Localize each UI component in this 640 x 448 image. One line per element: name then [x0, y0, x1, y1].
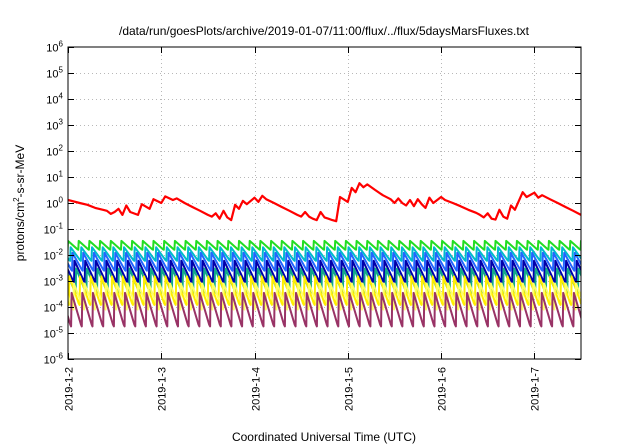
series-line-5: [68, 259, 581, 284]
y-tick-label: 101: [46, 170, 63, 185]
series-line-4: [68, 251, 581, 272]
y-tick-label-exponent: 2: [59, 144, 64, 153]
chart-title: /data/run/goesPlots/archive/2019-01-07/1…: [119, 24, 530, 38]
y-axis-label-sup: 2: [12, 197, 21, 202]
y-axis-label-rest: -s-sr-MeV: [13, 145, 27, 198]
y-axis-label: protons/cm2-s-sr-MeV: [12, 145, 27, 261]
y-tick-label-base: 10: [46, 95, 58, 107]
y-tick-label-base: 10: [46, 173, 58, 185]
y-tick-label-exponent: 6: [59, 40, 64, 49]
y-tick-label-base: 10: [44, 355, 56, 367]
x-axis: 2019-1-2 2019-1-3 2019-1-4 2019-1-5 2019-1-6…: [64, 47, 542, 411]
y-tick-label-exponent: 0: [59, 196, 64, 205]
y-tick-label: 10-4: [44, 300, 64, 315]
y-tick-label: 100: [46, 196, 63, 211]
y-tick-label-base: 10: [46, 199, 58, 211]
y-tick-label-exponent: -3: [56, 274, 64, 283]
x-tick-label: 2019-1-4: [251, 367, 263, 411]
y-tick-label: 10-1: [44, 222, 64, 237]
y-tick-label-base: 10: [46, 147, 58, 159]
x-tick-label: 2019-1-5: [344, 367, 356, 411]
y-tick-label-exponent: 1: [59, 170, 64, 179]
y-tick-label: 102: [46, 144, 63, 159]
series-line-1: [68, 182, 581, 223]
y-tick-label-base: 10: [46, 69, 58, 81]
series-line-9: [68, 291, 581, 328]
y-tick-label-base: 10: [44, 225, 56, 237]
y-tick-label: 106: [46, 40, 63, 55]
x-tick-label: 2019-1-3: [157, 367, 169, 411]
y-tick-label-base: 10: [44, 303, 56, 315]
y-tick-label-exponent: -2: [56, 248, 64, 257]
y-tick-label-base: 10: [44, 277, 56, 289]
series-line-7: [68, 275, 581, 306]
x-axis-label: Coordinated Universal Time (UTC): [232, 430, 416, 444]
y-tick-label-exponent: -6: [56, 352, 64, 361]
y-tick-label-exponent: 3: [59, 118, 64, 127]
y-tick-label-exponent: 4: [59, 92, 64, 101]
y-tick-label: 10-5: [44, 326, 64, 341]
x-tick-label: 2019-1-6: [437, 367, 449, 411]
y-tick-label-base: 10: [46, 43, 58, 55]
y-axis: 10610510410310210110010-110-210-310-410-…: [44, 40, 581, 367]
y-tick-label: 103: [46, 118, 63, 133]
y-axis-label-base: protons/cm: [13, 202, 27, 261]
y-tick-label-exponent: -4: [56, 300, 64, 309]
y-tick-label-base: 10: [44, 329, 56, 341]
y-tick-label-exponent: -5: [56, 326, 64, 335]
y-tick-label-base: 10: [46, 121, 58, 133]
y-tick-label-exponent: 5: [59, 66, 64, 75]
series-line-3: [68, 246, 581, 262]
x-tick-label: 2019-1-2: [64, 367, 76, 411]
y-tick-label: 10-6: [44, 352, 64, 367]
y-tick-label-exponent: -1: [56, 222, 64, 231]
y-tick-label: 104: [46, 92, 63, 107]
y-tick-label: 10-3: [44, 274, 64, 289]
y-tick-label-base: 10: [44, 251, 56, 263]
y-tick-label: 105: [46, 66, 63, 81]
y-tick-label: 10-2: [44, 248, 64, 263]
x-tick-label: 2019-1-7: [530, 367, 542, 411]
series-line-2: [68, 239, 581, 251]
series-layer: [68, 182, 581, 328]
